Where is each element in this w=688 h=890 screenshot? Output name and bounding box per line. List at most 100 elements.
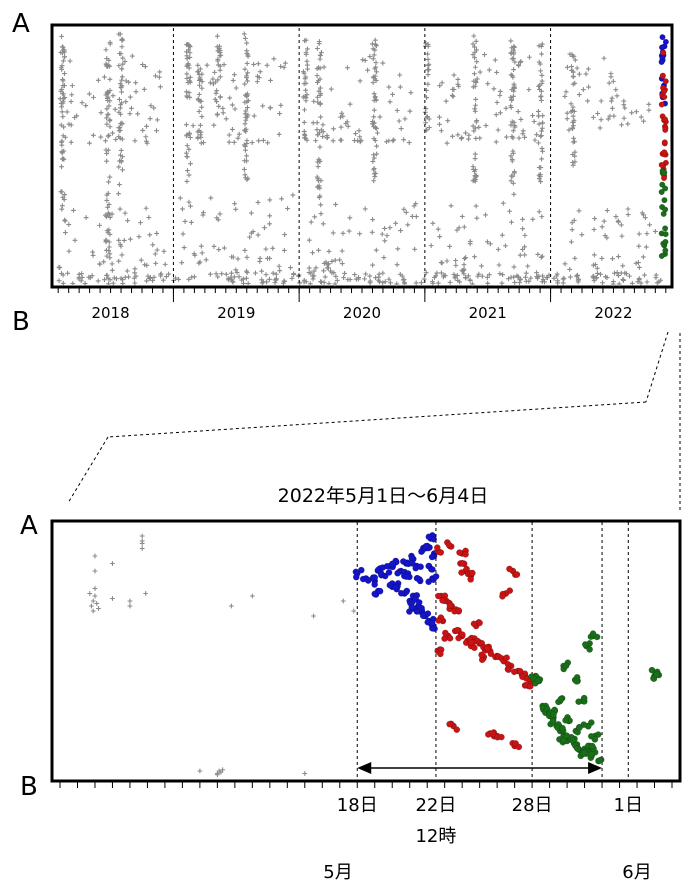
overview-point-gray xyxy=(370,56,376,62)
overview-point-gray xyxy=(345,65,350,71)
overview-point-gray xyxy=(635,279,641,285)
overview-point-gray xyxy=(614,270,620,275)
overview-point-gray xyxy=(461,271,467,277)
overview-point-gray xyxy=(243,175,248,181)
overview-point-gray xyxy=(380,270,386,276)
overview-point-gray xyxy=(95,77,101,83)
overview-point-gray xyxy=(281,64,287,70)
overview-point-gray xyxy=(621,115,627,121)
overview-point-gray xyxy=(186,172,192,178)
overview-point-gray xyxy=(471,128,477,134)
overview-point-gray xyxy=(377,114,383,120)
overview-point-gray xyxy=(245,53,251,59)
overview-point-gray xyxy=(511,274,517,280)
detail-point-blue xyxy=(414,575,421,582)
overview-point-gray xyxy=(399,273,405,279)
detail-point-green xyxy=(550,711,557,718)
overview-point-gray xyxy=(374,69,379,75)
detail-point-green xyxy=(574,745,581,752)
overview-point-gray xyxy=(536,113,542,119)
overview-point-gray xyxy=(280,280,286,286)
overview-point-gray xyxy=(411,203,417,209)
overview-point-gray xyxy=(314,66,320,72)
overview-point-gray xyxy=(79,271,85,277)
overview-point-gray xyxy=(522,134,527,140)
overview-point-gray xyxy=(249,230,254,236)
detail-point-gray xyxy=(110,561,115,566)
overview-point-gray xyxy=(141,86,147,92)
overview-point-gray xyxy=(66,248,72,254)
overview-point-gray xyxy=(278,64,284,69)
overview-point-green xyxy=(662,238,669,245)
detail-point-blue xyxy=(419,612,427,620)
overview-point-gray xyxy=(340,230,346,236)
overview-point-gray xyxy=(62,218,68,224)
detail-point-green xyxy=(559,724,566,732)
overview-point-gray xyxy=(510,180,516,186)
overview-point-gray xyxy=(152,251,158,257)
overview-point-gray xyxy=(455,132,461,138)
overview-point-gray xyxy=(625,121,631,127)
overview-point-gray xyxy=(138,257,144,263)
overview-point-gray xyxy=(187,55,193,60)
overview-point-gray xyxy=(127,236,133,242)
overview-point-gray xyxy=(142,64,148,69)
overview-point-gray xyxy=(467,239,473,244)
overview-point-gray xyxy=(424,95,430,100)
overview-point-gray xyxy=(379,231,385,237)
detail-point-gray xyxy=(94,601,100,606)
overview-point-gray xyxy=(242,127,248,133)
overview-point-gray xyxy=(263,272,269,278)
overview-point-gray xyxy=(217,50,223,55)
overview-point-gray xyxy=(517,252,523,258)
overview-point-gray xyxy=(199,104,205,110)
overview-point-gray xyxy=(119,37,125,43)
overview-point-gray xyxy=(322,274,328,280)
overview-point-gray xyxy=(609,98,614,104)
overview-point-gray xyxy=(652,229,658,234)
overview-point-gray xyxy=(555,278,560,284)
detail-point-blue xyxy=(386,581,394,589)
overview-point-gray xyxy=(425,57,431,62)
overview-point-gray xyxy=(352,272,358,277)
overview-point-gray xyxy=(196,109,202,114)
overview-point-gray xyxy=(539,78,545,84)
overview-point-gray xyxy=(357,231,363,237)
overview-point-gray xyxy=(326,249,332,254)
overview-point-gray xyxy=(595,111,601,116)
detail-point-gray xyxy=(197,768,203,774)
overview-point-gray xyxy=(302,107,307,113)
overview-point-gray xyxy=(575,272,580,278)
overview-point-gray xyxy=(107,41,113,47)
overview-point-gray xyxy=(492,57,498,63)
overview-point-gray xyxy=(98,110,104,116)
overview-point-gray xyxy=(195,69,201,75)
overview-point-gray xyxy=(231,72,237,78)
overview-point-gray xyxy=(371,167,377,173)
overview-point-gray xyxy=(425,72,431,77)
overview-point-gray xyxy=(499,280,505,286)
overview-point-gray xyxy=(591,278,597,284)
overview-point-gray xyxy=(117,182,122,187)
detail-month-label: 6月 xyxy=(622,862,651,883)
overview-point-gray xyxy=(190,123,196,129)
overview-point-gray xyxy=(561,275,567,281)
detail-point-gray xyxy=(90,608,96,614)
overview-point-gray xyxy=(370,159,376,164)
overview-point-gray xyxy=(601,218,607,224)
overview-point-gray xyxy=(520,247,525,252)
overview-point-gray xyxy=(304,46,310,52)
overview-point-gray xyxy=(245,78,250,84)
overview-point-gray xyxy=(397,72,403,78)
overview-point-gray xyxy=(636,260,641,265)
overview-point-gray xyxy=(230,279,236,285)
overview-point-gray xyxy=(162,261,168,267)
overview-point-gray xyxy=(214,215,220,221)
detail-point-blue xyxy=(415,599,423,606)
overview-point-gray xyxy=(186,65,192,71)
overview-point-gray xyxy=(129,105,134,111)
overview-point-gray xyxy=(609,95,615,101)
overview-point-gray xyxy=(347,101,353,107)
overview-point-gray xyxy=(59,44,65,50)
overview-point-gray xyxy=(590,274,596,279)
